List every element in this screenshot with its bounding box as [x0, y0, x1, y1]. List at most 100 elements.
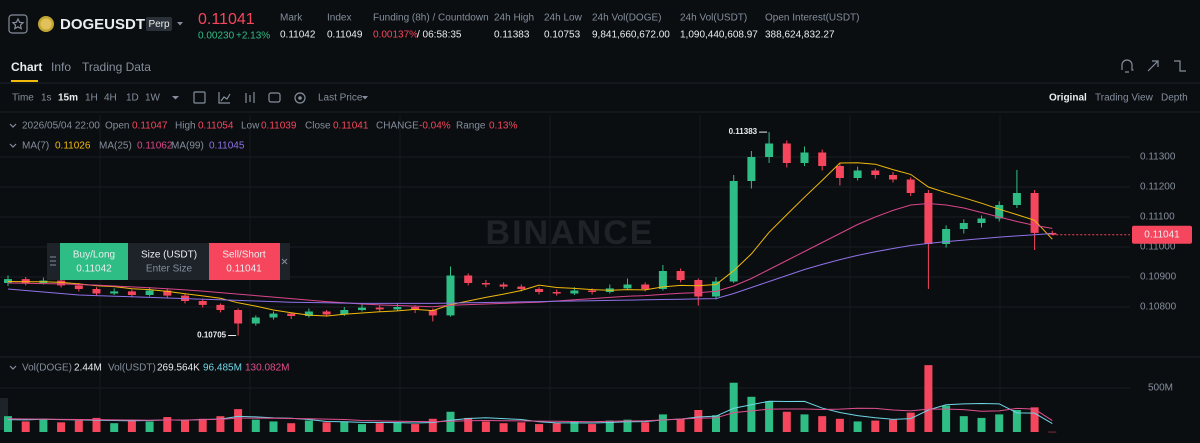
- calendar-icon[interactable]: [193, 91, 206, 104]
- close-value: 0.11041: [333, 121, 369, 132]
- candle-body: [535, 289, 543, 292]
- candle-body: [127, 291, 136, 295]
- tab-info[interactable]: Info: [51, 60, 71, 74]
- price-type-dropdown[interactable]: [362, 96, 368, 100]
- candle-body: [393, 307, 402, 310]
- alert-icon[interactable]: [1121, 59, 1134, 73]
- volume-bar: [1048, 431, 1057, 433]
- candle-body: [782, 143, 791, 163]
- buy-label: Buy/Long: [73, 250, 115, 261]
- candle-body: [340, 310, 349, 315]
- volume-bar: [694, 410, 703, 432]
- interval[interactable]: 15m: [58, 93, 78, 104]
- buy-button[interactable]: [60, 243, 128, 280]
- stat-label: 24h Vol(DOGE): [592, 13, 661, 24]
- price-change-pct: +2.13%: [236, 31, 270, 42]
- indicator-icon[interactable]: [218, 92, 231, 104]
- volume-bar: [358, 424, 366, 432]
- collapse-icon[interactable]: [9, 123, 17, 128]
- volume-bar: [552, 423, 561, 432]
- interval[interactable]: 4H: [104, 93, 117, 104]
- volume-bar: [74, 420, 83, 432]
- volume-bar: [428, 418, 437, 432]
- tab-chart[interactable]: Chart: [11, 60, 42, 74]
- view-original[interactable]: Original: [1049, 93, 1087, 104]
- volume-bar: [446, 411, 455, 432]
- candle-body: [552, 292, 561, 294]
- fullscreen-icon[interactable]: [1174, 60, 1186, 72]
- candle-body: [251, 317, 260, 324]
- volume-bar: [198, 418, 207, 432]
- stat-label: 24h Low: [544, 13, 583, 24]
- chart: BINANCE 0.10800 0.10900 0.11000 0.11100 0.11…: [0, 115, 1192, 432]
- volume-bar: [906, 412, 915, 432]
- symbol[interactable]: DOGEUSDT: [60, 16, 145, 33]
- symbol-dropdown[interactable]: [177, 22, 183, 26]
- candle-body: [216, 304, 225, 310]
- interval[interactable]: Time: [12, 93, 34, 104]
- open-value: 0.11047: [132, 121, 168, 132]
- badge-bg: [146, 17, 172, 31]
- funding-rate: 0.00137%: [373, 30, 418, 41]
- y-tick-label: 0.11200: [1140, 182, 1176, 193]
- open-label: Open: [105, 121, 129, 132]
- side-tab[interactable]: [0, 398, 8, 430]
- volume-bar: [1012, 410, 1021, 432]
- ma-name: MA(7): [22, 141, 49, 152]
- volume-bar: [375, 423, 384, 432]
- volume-bar: [676, 418, 685, 432]
- high-label: High: [175, 121, 196, 132]
- tab-indicator: [11, 80, 38, 82]
- close-widget[interactable]: [281, 258, 288, 265]
- tab-trading-data[interactable]: Trading Data: [82, 60, 151, 74]
- favorite-button[interactable]: [8, 14, 28, 34]
- volume-bar: [464, 417, 473, 432]
- volume-bar: [481, 421, 490, 432]
- stat-value: 9,841,660,672.00: [592, 30, 670, 41]
- tabs: Chart Info Trading Data: [0, 59, 1200, 84]
- interval[interactable]: 1s: [41, 93, 52, 104]
- layout-icon[interactable]: [268, 92, 281, 103]
- candle-type-icon[interactable]: [245, 92, 255, 103]
- interval-dropdown[interactable]: [172, 96, 179, 100]
- volume-bar: [251, 419, 260, 432]
- volume-bar: [853, 421, 862, 432]
- stat-label: Open Interest(USDT): [765, 13, 859, 24]
- volume-ma-line: [7, 407, 1053, 423]
- view-tradingview[interactable]: Trading View: [1095, 93, 1154, 104]
- interval[interactable]: 1D: [126, 93, 139, 104]
- expand-icon[interactable]: [1147, 60, 1159, 72]
- size-input[interactable]: Enter Size: [146, 264, 193, 275]
- volume-bar: [39, 418, 48, 432]
- toolbar: Last Price Original Trading View Depth T…: [0, 91, 1200, 113]
- candle-body: [411, 307, 420, 310]
- sell-price: 0.11041: [226, 264, 262, 275]
- volume-bar: [889, 419, 897, 432]
- candle-body: [570, 290, 579, 294]
- candle-body: [765, 143, 774, 157]
- price-change: 0.00230: [198, 31, 235, 42]
- volume-bar: [1030, 407, 1039, 432]
- interval[interactable]: 1H: [85, 93, 98, 104]
- candle-body: [92, 289, 101, 294]
- sell-button[interactable]: [209, 243, 280, 280]
- settings-icon[interactable]: [294, 92, 306, 104]
- candle-body: [234, 310, 243, 324]
- collapse-icon[interactable]: [9, 143, 17, 148]
- low-value: 0.11039: [261, 121, 297, 132]
- price-type[interactable]: Last Price: [318, 93, 363, 104]
- candle-body: [871, 170, 880, 175]
- volume-bar: [995, 414, 1004, 432]
- interval[interactable]: 1W: [145, 93, 161, 104]
- volume-bar: [110, 423, 119, 432]
- volume-pane: Vol(DOGE) 2.44M Vol(USDT) 269.564K 96.48…: [0, 356, 1200, 433]
- collapse-icon[interactable]: [9, 365, 17, 370]
- vol-value: 2.44M: [74, 363, 102, 374]
- drag-handle[interactable]: [50, 256, 56, 266]
- ohlc-legend: 2026/05/04 22:00 Open 0.11047 High 0.110…: [9, 121, 517, 152]
- volume-bar: [393, 422, 402, 432]
- view-depth[interactable]: Depth: [1161, 93, 1188, 104]
- candle-body: [712, 281, 720, 297]
- volume-bar: [588, 424, 597, 432]
